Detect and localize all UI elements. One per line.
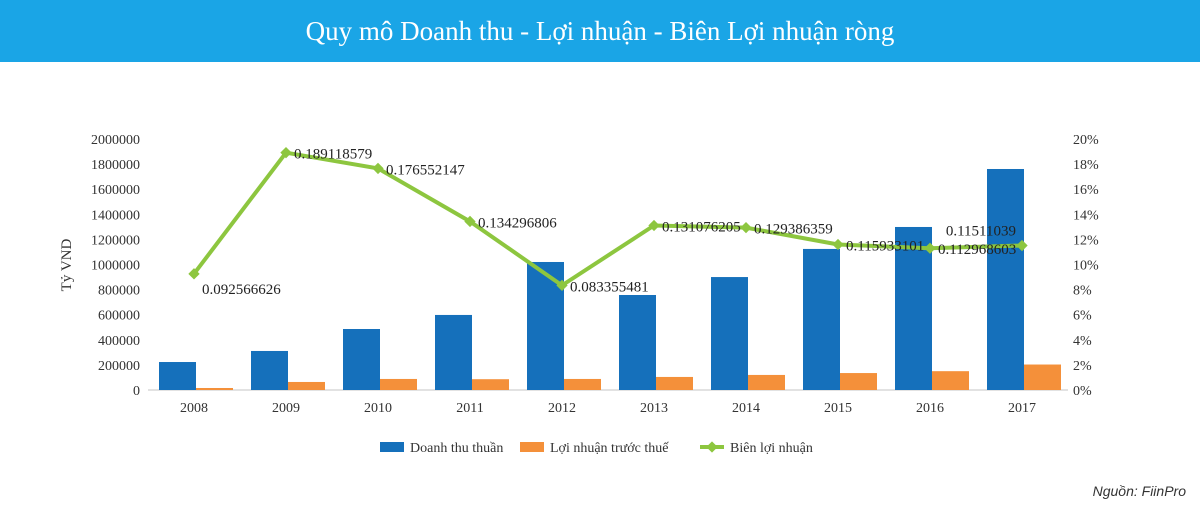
bar-revenue	[435, 314, 472, 390]
bar-revenue	[619, 294, 656, 390]
y2-tick-label: 18%	[1073, 158, 1099, 173]
x-tick-label: 2008	[180, 401, 208, 416]
x-tick-label: 2013	[640, 401, 668, 416]
bar-profit	[472, 379, 509, 390]
bar-revenue	[711, 277, 748, 390]
line-marker	[280, 146, 292, 159]
line-marker	[924, 242, 936, 254]
y2-tick-label: 2%	[1073, 359, 1092, 374]
bar-profit	[1024, 364, 1061, 390]
legend-label: Lợi nhuận trước thuế	[550, 441, 669, 456]
bar-revenue	[251, 350, 288, 390]
bar-revenue	[895, 226, 932, 390]
line-marker	[372, 162, 384, 175]
data-label: 0.131076205	[662, 219, 741, 235]
line-marker	[832, 238, 844, 251]
data-label: 0.11511039	[946, 224, 1016, 240]
y-tick-label: 200000	[98, 359, 140, 374]
bar-revenue	[159, 362, 196, 390]
source-note: Nguồn: FiinPro	[1092, 483, 1186, 499]
data-label: 0.112968603	[938, 242, 1016, 258]
line-marker	[556, 279, 568, 292]
bar-profit	[656, 376, 693, 390]
y2-tick-label: 16%	[1073, 183, 1099, 198]
legend-swatch	[520, 442, 544, 452]
x-tick-label: 2017	[1008, 401, 1036, 416]
y-tick-label: 1400000	[91, 208, 140, 223]
data-label: 0.176552147	[386, 162, 465, 178]
y2-tick-label: 10%	[1073, 259, 1099, 274]
bar-profit	[380, 378, 417, 390]
line-marker	[648, 219, 660, 232]
bar-revenue	[987, 168, 1024, 390]
line-margin	[192, 150, 1023, 288]
data-label: 0.092566626	[202, 282, 281, 298]
data-label: 0.189118579	[294, 147, 372, 163]
chart-title: Quy mô Doanh thu - Lợi nhuận - Biên Lợi …	[0, 0, 1200, 62]
y-tick-label: 1600000	[91, 183, 140, 198]
y-tick-label: 1200000	[91, 233, 140, 248]
bar-profit	[196, 387, 233, 390]
data-label: 0.083355481	[570, 279, 649, 295]
line-marker	[188, 268, 200, 280]
x-tick-label: 2012	[548, 401, 576, 416]
y2-tick-label: 20%	[1073, 133, 1099, 148]
x-tick-label: 2015	[824, 401, 852, 416]
line-marker	[1016, 239, 1028, 252]
legend-marker	[706, 441, 718, 453]
y2-tick-label: 6%	[1073, 309, 1092, 324]
data-label: 0.134296806	[478, 215, 557, 231]
data-label: 0.129386359	[754, 222, 833, 238]
y-tick-label: 1000000	[91, 259, 140, 274]
bar-profit	[840, 373, 877, 390]
y2-tick-label: 4%	[1073, 334, 1092, 349]
y-tick-label: 1800000	[91, 158, 140, 173]
y2-tick-label: 0%	[1073, 384, 1092, 399]
line-marker	[740, 221, 752, 234]
x-tick-label: 2010	[364, 401, 392, 416]
bar-revenue	[343, 329, 380, 390]
y-axis-label: Tỷ VND	[59, 239, 75, 292]
line-marker	[464, 215, 476, 228]
legend-swatch	[380, 442, 404, 452]
legend-label: Doanh thu thuần	[410, 441, 503, 456]
bar-profit	[564, 378, 601, 390]
data-label: 0.115933101	[846, 239, 924, 255]
y-tick-label: 800000	[98, 284, 140, 299]
y-tick-label: 2000000	[91, 133, 140, 148]
x-tick-label: 2016	[916, 401, 944, 416]
x-tick-label: 2009	[272, 401, 300, 416]
x-tick-label: 2011	[456, 401, 483, 416]
y2-tick-label: 14%	[1073, 208, 1099, 223]
bar-profit	[932, 371, 969, 390]
y-tick-label: 0	[133, 384, 140, 399]
bar-revenue	[803, 248, 840, 390]
x-tick-label: 2014	[732, 401, 760, 416]
y2-tick-label: 12%	[1073, 233, 1099, 248]
bar-profit	[288, 381, 325, 390]
bar-profit	[748, 374, 785, 390]
legend-label: Biên lợi nhuận	[730, 441, 813, 456]
y-tick-label: 600000	[98, 309, 140, 324]
y-tick-label: 400000	[98, 334, 140, 349]
y2-tick-label: 8%	[1073, 284, 1092, 299]
